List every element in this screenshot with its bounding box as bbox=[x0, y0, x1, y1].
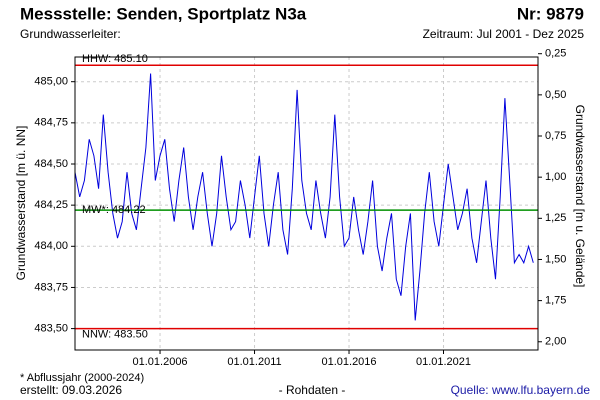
y-tick-label: 485,00 bbox=[34, 76, 68, 88]
y2-tick-label: 0,25 bbox=[545, 48, 566, 60]
chart-title: Messstelle: Senden, Sportplatz N3a bbox=[20, 4, 307, 23]
y2-tick-label: 2,00 bbox=[545, 336, 566, 348]
x-tick-label: 01.01.2006 bbox=[133, 356, 188, 368]
y2-axis-label: Grundwasserstand [m u. Gelände] bbox=[573, 105, 587, 288]
source: Quelle: www.lfu.bayern.de bbox=[451, 383, 591, 397]
x-tick-label: 01.01.2011 bbox=[227, 356, 281, 368]
y-axis-label: Grundwasserstand [m ü. NN] bbox=[14, 126, 28, 281]
y2-tick-label: 1,00 bbox=[545, 171, 566, 183]
data-line bbox=[74, 73, 534, 321]
y2-tick-label: 0,50 bbox=[545, 89, 566, 101]
reference-label: HHW: 485.10 bbox=[82, 53, 148, 65]
y2-tick-label: 1,75 bbox=[545, 295, 566, 307]
y-tick-label: 484,00 bbox=[34, 240, 68, 252]
y-tick-label: 483,75 bbox=[34, 281, 68, 293]
period: Zeitraum: Jul 2001 - Dez 2025 bbox=[423, 27, 585, 41]
x-tick-label: 01.01.2016 bbox=[321, 356, 376, 368]
subtitle: Grundwasserleiter: bbox=[20, 27, 121, 41]
data-kind: - Rohdaten - bbox=[279, 383, 346, 397]
reference-label: MW*: 484.22 bbox=[82, 204, 146, 216]
y2-tick-label: 0,75 bbox=[545, 130, 566, 142]
y-tick-label: 483,50 bbox=[34, 323, 68, 335]
y-tick-label: 484,75 bbox=[34, 117, 68, 129]
plot-frame bbox=[74, 56, 539, 351]
footnote: * Abflussjahr (2000-2024) bbox=[20, 372, 144, 384]
reference-label: NNW: 483.50 bbox=[82, 329, 148, 341]
station-number: Nr: 9879 bbox=[517, 4, 584, 23]
created-date: erstellt: 09.03.2026 bbox=[20, 383, 122, 397]
y-tick-label: 484,50 bbox=[34, 158, 68, 170]
x-tick-label: 01.01.2021 bbox=[416, 356, 471, 368]
y2-tick-label: 1,50 bbox=[545, 253, 566, 265]
y-tick-label: 484,25 bbox=[34, 199, 68, 211]
y2-tick-label: 1,25 bbox=[545, 212, 566, 224]
